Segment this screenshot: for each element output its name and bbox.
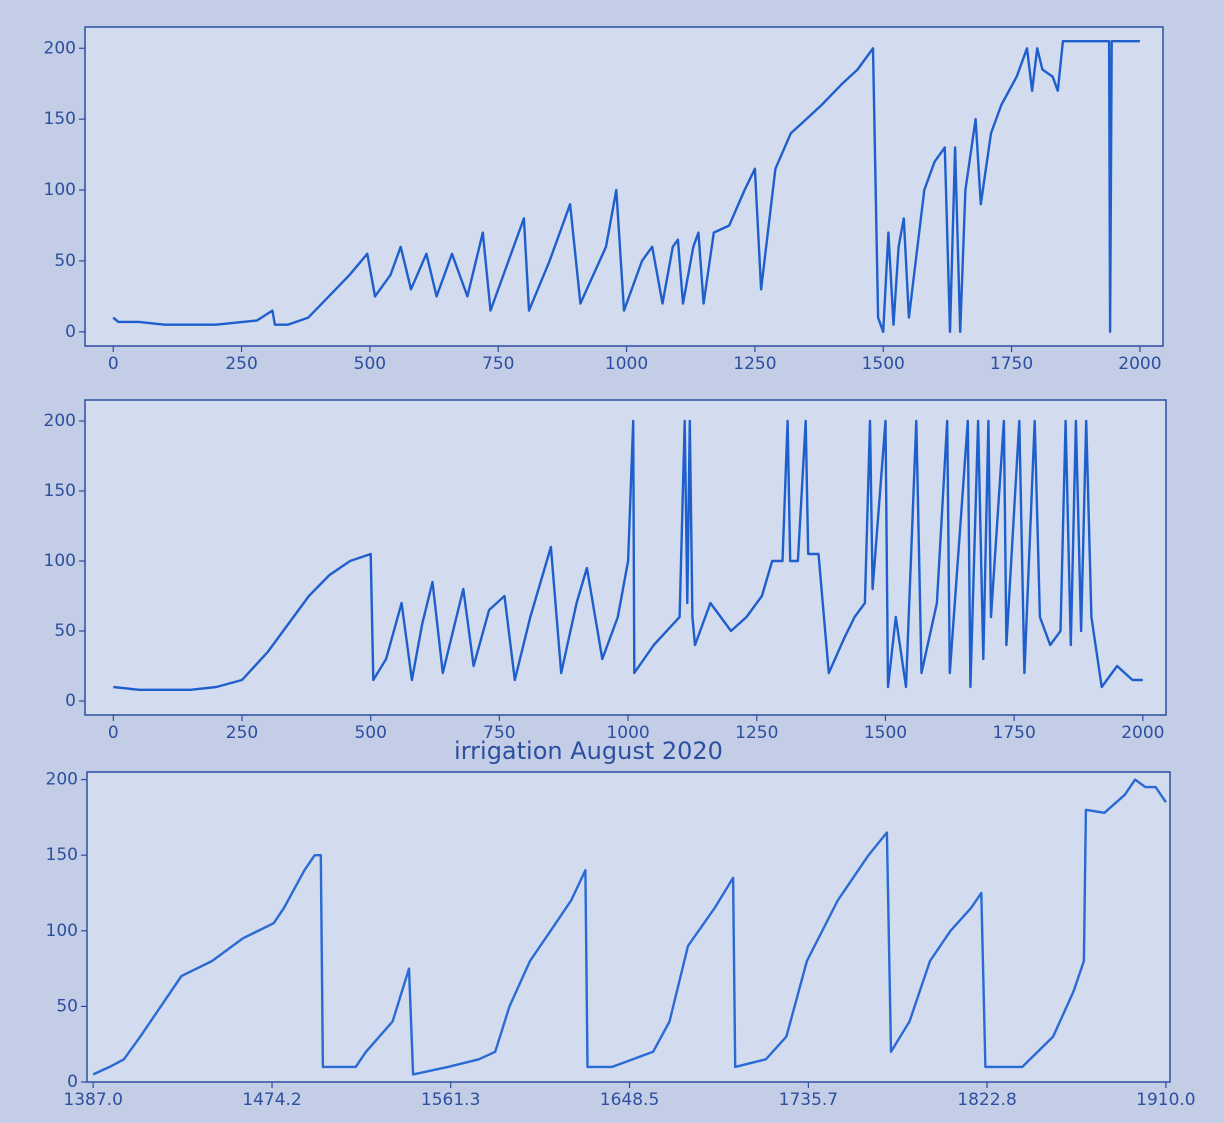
x-tick-label: 1910.0: [1136, 1090, 1195, 1110]
data-line: [113, 419, 1143, 691]
x-tick-label: 500: [354, 354, 386, 374]
y-tick-label: 200: [44, 38, 76, 58]
y-tick-label: 0: [65, 322, 76, 342]
x-tick-label: 1735.7: [779, 1090, 838, 1110]
x-tick-label: 1000: [605, 354, 648, 374]
y-tick-label: 100: [44, 180, 76, 200]
x-tick-label: 500: [354, 723, 386, 743]
x-tick-label: 1500: [864, 723, 907, 743]
x-tick-label: 1387.0: [63, 1090, 122, 1110]
x-tick-label: 0: [108, 354, 119, 374]
x-tick-label: 1250: [735, 723, 778, 743]
plot-area: [86, 771, 1171, 1083]
x-tick-label: 1750: [993, 723, 1036, 743]
x-tick-label: 250: [226, 723, 258, 743]
y-tick-label: 0: [65, 691, 76, 711]
y-tick-label: 50: [56, 996, 78, 1016]
y-tick-label: 150: [44, 481, 76, 501]
x-tick-label: 1474.2: [242, 1090, 301, 1110]
x-tick-label: 1561.3: [421, 1090, 480, 1110]
x-tick-label: 750: [482, 354, 514, 374]
x-tick-label: 2000: [1121, 723, 1164, 743]
x-tick-label: 1750: [990, 354, 1033, 374]
x-tick-label: 1500: [862, 354, 905, 374]
y-tick-label: 0: [67, 1072, 78, 1092]
y-tick-label: 50: [54, 251, 76, 271]
x-tick-label: 250: [225, 354, 257, 374]
data-line: [112, 40, 1140, 333]
x-tick-label: 1822.8: [957, 1090, 1016, 1110]
x-tick-label: 1000: [606, 723, 649, 743]
y-tick-label: 200: [46, 770, 78, 790]
y-tick-label: 100: [44, 551, 76, 571]
x-tick-label: 0: [108, 723, 119, 743]
y-tick-label: 50: [54, 621, 76, 641]
y-tick-label: 150: [44, 109, 76, 129]
x-tick-label: 1250: [733, 354, 776, 374]
x-tick-label: 1648.5: [600, 1090, 659, 1110]
x-tick-label: 2000: [1118, 354, 1161, 374]
chart-title: irrigation August 2020: [454, 737, 723, 765]
y-tick-label: 100: [46, 921, 78, 941]
data-line: [92, 778, 1167, 1076]
x-tick-label: 750: [483, 723, 515, 743]
y-tick-label: 200: [44, 411, 76, 431]
y-tick-label: 150: [46, 845, 78, 865]
